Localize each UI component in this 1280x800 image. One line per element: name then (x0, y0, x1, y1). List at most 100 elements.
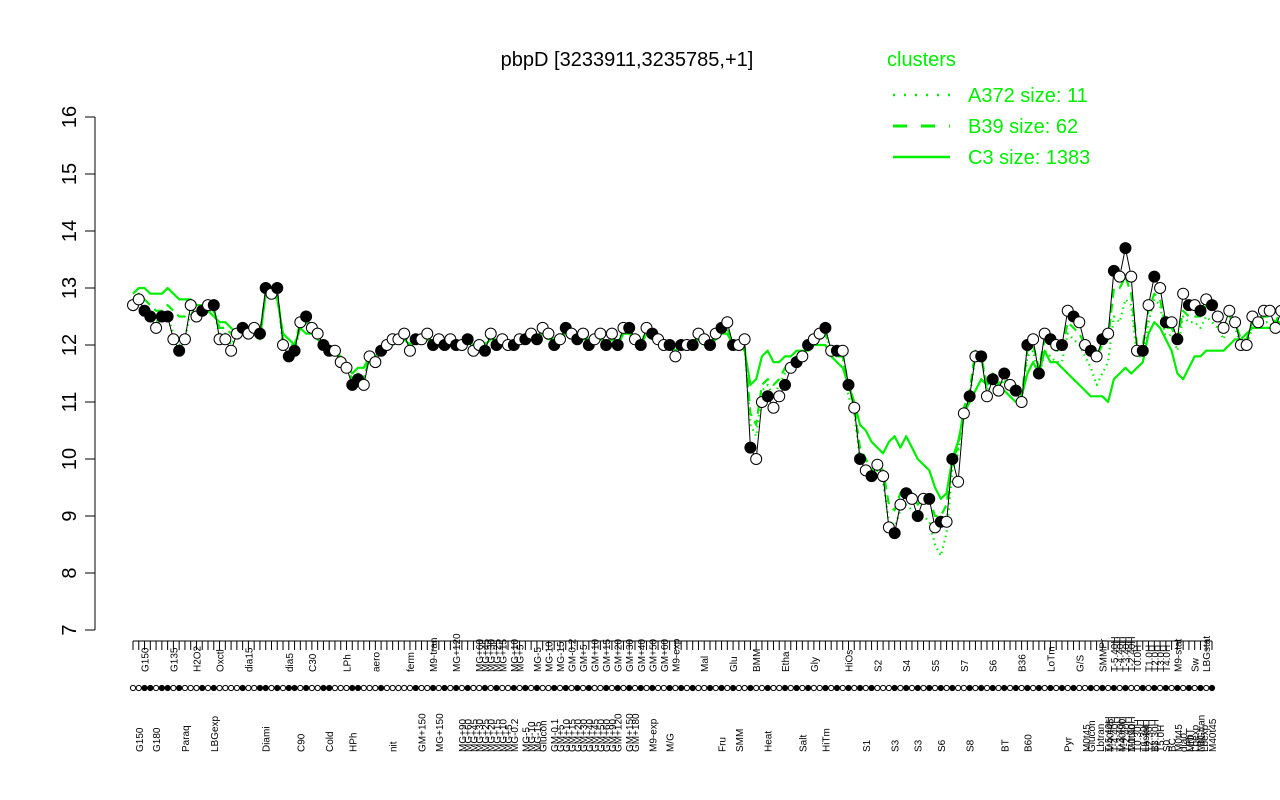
x-cluster-marker (458, 684, 465, 692)
x-tick-label: T-5.40H (1104, 716, 1115, 752)
x-cluster-marker (718, 684, 725, 692)
data-point (1009, 384, 1022, 397)
x-cluster-marker (724, 684, 731, 692)
x-cluster-marker (510, 684, 517, 692)
legend-title: clusters (887, 49, 956, 71)
x-cluster-marker (1001, 684, 1008, 692)
x-cluster-marker (199, 684, 206, 692)
x-tick-label: Salt (798, 735, 809, 752)
x-cluster-marker (804, 684, 812, 692)
x-cluster-marker (389, 684, 396, 692)
x-cluster-marker (187, 684, 194, 692)
x-cluster-marker (735, 684, 742, 692)
x-tick-label: T-1.40H (1127, 716, 1138, 752)
x-tick-label: LBGstat (1202, 636, 1213, 672)
x-cluster-marker (937, 684, 944, 692)
x-tick-label: Lbstat (1141, 725, 1152, 752)
x-cluster-marker (1018, 684, 1025, 692)
x-cluster-marker (793, 684, 800, 692)
data-point (773, 390, 786, 403)
x-cluster-marker (551, 684, 558, 692)
data-point (750, 453, 763, 465)
x-cluster-marker (453, 684, 460, 692)
data-point (686, 339, 699, 351)
x-cluster-marker (1145, 684, 1152, 692)
x-cluster-marker (1030, 684, 1037, 692)
x-tick-label: Diami (262, 726, 273, 752)
data-point (796, 350, 809, 363)
x-cluster-marker (285, 684, 292, 692)
x-tick-label: GM+40 (637, 638, 648, 672)
x-tick-label: MG+5 (504, 724, 515, 752)
data-point (1090, 350, 1103, 363)
x-tick-label: ferm (406, 652, 417, 672)
x-cluster-marker (845, 684, 852, 692)
x-cluster-marker (499, 684, 506, 692)
x-tick-label: LBGtran (1196, 715, 1207, 752)
data-point (277, 339, 290, 351)
x-cluster-marker (753, 684, 760, 692)
data-point (611, 339, 624, 351)
x-cluster-marker (672, 684, 679, 692)
x-tick-label: Paraq (181, 725, 192, 752)
data-point (1055, 339, 1068, 351)
x-cluster-marker (972, 684, 979, 692)
x-tick-label: Heat (764, 731, 775, 752)
x-cluster-marker (1024, 684, 1031, 692)
x-tick-label: GM+180 (631, 713, 642, 752)
data-point (184, 299, 197, 312)
x-cluster-marker (447, 684, 454, 692)
x-cluster-marker (349, 684, 356, 692)
x-tick-label: M9-exp (648, 718, 659, 752)
x-cluster-marker (303, 684, 310, 692)
x-cluster-marker (678, 684, 685, 692)
x-cluster-marker (343, 684, 350, 692)
x-cluster-marker (764, 684, 771, 692)
x-cluster-marker (268, 684, 275, 692)
x-tick-label: LoTm (1046, 646, 1057, 672)
x-cluster-marker (579, 684, 587, 692)
x-tick-label: H2O2 (192, 645, 203, 672)
x-tick-label: dia0 (1179, 733, 1190, 752)
y-tick-label: 12 (59, 334, 81, 356)
data-point (721, 316, 734, 329)
x-tick-label: S5 (931, 659, 942, 672)
data-point (300, 310, 313, 323)
x-cluster-marker (401, 684, 408, 692)
x-cluster-marker (943, 684, 950, 692)
x-tick-label: T5.0H (1156, 725, 1167, 752)
data-point (1275, 304, 1280, 317)
data-point (1113, 270, 1126, 283)
x-cluster-marker (383, 684, 390, 692)
x-cluster-marker (874, 684, 881, 692)
x-tick-label: MG-5 (533, 647, 544, 672)
x-cluster-marker (1174, 684, 1181, 692)
x-cluster-marker (528, 684, 535, 692)
x-tick-label: Fru (718, 737, 729, 752)
data-point (132, 293, 145, 306)
x-cluster-marker (1076, 684, 1083, 692)
data-point (744, 441, 757, 454)
x-cluster-marker (908, 684, 916, 692)
x-cluster-marker (741, 684, 748, 692)
data-point (1269, 321, 1280, 334)
x-cluster-marker (995, 684, 1002, 692)
x-tick-label: GM-0.1 (550, 718, 561, 752)
x-tick-label: MG-0.2 (510, 718, 521, 752)
x-tick-label: Gly (810, 657, 821, 672)
y-tick-label: 11 (59, 392, 81, 413)
x-cluster-marker (568, 684, 575, 692)
data-point (963, 390, 976, 403)
x-cluster-marker (660, 684, 667, 692)
data-point (1119, 242, 1132, 255)
x-tick-label: T3.30H (1150, 719, 1161, 752)
x-tick-label: GM+150 (625, 713, 636, 752)
x-tick-label: MG+20 (487, 718, 498, 752)
x-cluster-marker (1133, 684, 1141, 692)
x-cluster-marker (372, 684, 379, 692)
data-point (940, 515, 953, 528)
x-tick-label: G180 (152, 727, 163, 752)
x-tick-label: MG+25 (493, 638, 504, 672)
y-tick-label: 13 (59, 277, 81, 299)
